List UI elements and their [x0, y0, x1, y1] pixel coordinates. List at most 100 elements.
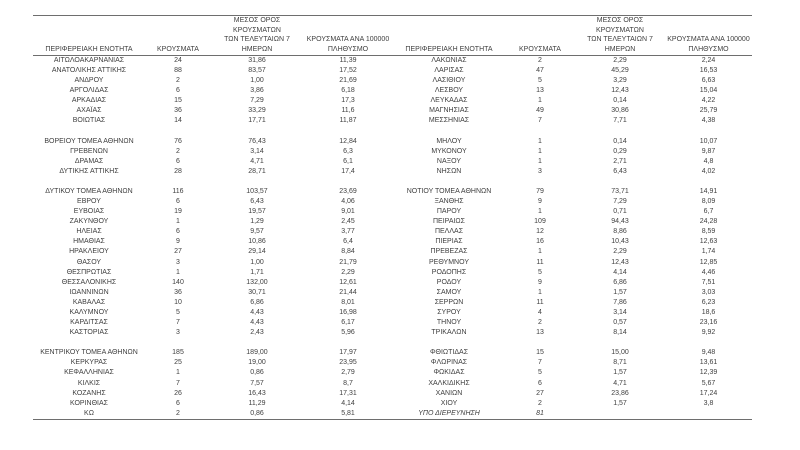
value-cell: 6,43 [250, 198, 264, 206]
value-cell: 0,14 [613, 137, 627, 145]
spacer-row [33, 338, 752, 348]
value-cell: 6,86 [250, 298, 264, 306]
value-cell: 19,00 [248, 359, 266, 367]
value-cell: 13 [536, 329, 544, 337]
value-cell: 23,16 [699, 319, 718, 327]
region-cell [393, 127, 505, 137]
value-cell: 2,29 [613, 248, 627, 256]
value-cell: 1,57 [613, 369, 627, 377]
value-cell: 16,53 [699, 67, 718, 75]
table-row: ΚΑΛΥΜΝΟΥ 5 4,43 16,98 ΣΥΡΟΥ 4 3,14 18,6 [33, 308, 752, 318]
region-cell: ΓΡΕΒΕΝΩΝ [70, 147, 108, 155]
value-cell: 11,39 [339, 57, 357, 64]
value-cell: 2 [176, 409, 180, 417]
region-cell: ΜΥΚΟΝΟΥ [431, 147, 467, 155]
value-cell [665, 409, 752, 419]
value-cell: 2 [538, 399, 542, 407]
header-avg7-right: ΜΕΣΟΣ ΟΡΟΣ ΚΡΟΥΣΜΑΤΩΝ ΤΩΝ ΤΕΛΕΥΤΑΙΩΝ 7 Η… [587, 17, 653, 53]
value-cell: 2 [176, 147, 180, 155]
region-cell: ΙΩΑΝΝΙΝΩΝ [69, 288, 109, 296]
value-cell: 28,71 [248, 167, 266, 175]
value-cell: 4,71 [613, 379, 627, 387]
value-cell: 10,07 [699, 137, 718, 145]
region-cell: ΖΑΚΥΝΘΟΥ [69, 218, 109, 226]
table-row: ΑΡΓΟΛΙΔΑΣ 6 3,86 6,18 ΛΕΣΒΟΥ 13 12,43 15,04 [33, 86, 752, 96]
value-cell: 12,63 [699, 238, 718, 246]
region-cell: ΠΡΕΒΕΖΑΣ [430, 248, 468, 256]
value-cell: 0,86 [250, 369, 264, 377]
value-cell: 4 [538, 308, 542, 316]
region-cell: ΑΝΑΤΟΛΙΚΗΣ ΑΤΤΙΚΗΣ [51, 67, 127, 75]
value-cell: 1 [176, 369, 180, 377]
value-cell: 2,29 [341, 268, 355, 276]
value-cell: 7 [538, 359, 542, 367]
value-cell: 4,71 [250, 157, 264, 165]
value-cell: 17,24 [699, 389, 718, 397]
value-cell: 10,86 [248, 238, 266, 246]
header-cases-right: ΚΡΟΥΣΜΑΤΑ [519, 45, 561, 53]
value-cell: 7,29 [250, 97, 264, 105]
region-cell: ΦΩΚΙΔΑΣ [433, 369, 465, 377]
header-per100k-left: ΚΡΟΥΣΜΑΤΑ ΑΝΑ 100000 ΠΛΗΘΥΣΜΟ [306, 36, 390, 53]
value-cell [575, 127, 665, 137]
region-cell: ΑΙΤΩΛΟΑΚΑΡΝΑΝΙΑΣ [53, 57, 125, 64]
value-cell: 5 [538, 77, 542, 85]
value-cell: 1,00 [250, 258, 264, 266]
value-cell: 185 [172, 349, 184, 357]
value-cell: 79 [536, 188, 544, 196]
value-cell: 4,8 [703, 157, 714, 165]
value-cell: 17,52 [339, 67, 357, 75]
value-cell: 140 [172, 278, 184, 286]
region-cell: ΕΒΡΟΥ [77, 198, 101, 206]
table-row: ΒΟΡΕΙΟΥ ΤΟΜΕΑ ΑΘΗΝΩΝ 76 76,43 12,84 ΜΗΛΟΥ 1 0,… [33, 137, 752, 147]
regional-cases-table: ΠΕΡΙΦΕΡΕΙΑΚΗ ΕΝΟΤΗΤΑ ΚΡΟΥΣΜΑΤΑ ΜΕΣΟΣ ΟΡΟ… [33, 15, 752, 420]
value-cell: 1 [538, 208, 542, 216]
table-row: ΑΙΤΩΛΟΑΚΑΡΝΑΝΙΑΣ 24 31,86 11,39 ΛΑΚΩΝΙΑΣ 2 2,2… [33, 56, 752, 66]
table-row: ΚΑΒΑΛΑΣ 10 6,86 8,01 ΣΕΡΡΩΝ 11 7,86 6,23 [33, 298, 752, 308]
value-cell: 7,51 [701, 278, 716, 286]
value-cell: 83,57 [248, 67, 266, 75]
region-cell: ΝΗΣΩΝ [436, 167, 462, 175]
value-cell [575, 177, 665, 187]
value-cell: 28 [174, 167, 182, 175]
value-cell: 3 [176, 329, 180, 337]
region-cell: ΝΟΤΙΟΥ ΤΟΜΕΑ ΑΘΗΝΩΝ [406, 188, 492, 196]
region-cell [33, 338, 145, 348]
value-cell: 21,44 [339, 288, 357, 296]
value-cell: 5 [176, 308, 180, 316]
value-cell [665, 338, 752, 348]
value-cell: 17,31 [339, 389, 357, 397]
region-cell: ΚΑΣΤΟΡΙΑΣ [69, 329, 109, 337]
value-cell: 6 [176, 87, 180, 95]
value-cell: 12,61 [339, 278, 357, 286]
value-cell: 25,79 [699, 107, 718, 115]
value-cell: 12 [536, 228, 544, 236]
value-cell: 12,84 [339, 137, 357, 145]
value-cell: 1 [538, 147, 542, 155]
value-cell: 3 [176, 258, 180, 266]
region-cell: ΚΕΦΑΛΛΗΝΙΑΣ [64, 369, 114, 377]
value-cell: 3,14 [250, 147, 264, 155]
value-cell: 4,43 [250, 319, 264, 327]
value-cell: 29,14 [248, 248, 266, 256]
region-cell: ΚΙΛΚΙΣ [77, 379, 101, 387]
table-row: ΚΩ 2 0,86 5,81 ΥΠΟ ΔΙΕΡΕΥΝΗΣΗ 81 [33, 409, 752, 419]
value-cell: 13 [536, 87, 544, 95]
value-cell [665, 177, 752, 187]
value-cell: 36 [174, 288, 182, 296]
value-cell: 15 [536, 349, 544, 357]
region-cell: ΕΥΒΟΙΑΣ [73, 208, 105, 216]
value-cell: 1 [176, 218, 180, 226]
region-cell: ΚΟΡΙΝΘΙΑΣ [70, 399, 108, 407]
region-cell: ΜΗΛΟΥ [436, 137, 462, 145]
value-cell: 6,86 [613, 278, 627, 286]
value-cell: 8,86 [613, 228, 627, 236]
value-cell: 2 [538, 319, 542, 327]
value-cell: 4,46 [701, 268, 716, 276]
value-cell: 88 [174, 67, 182, 75]
region-cell: ΦΘΙΩΤΙΔΑΣ [429, 349, 469, 357]
value-cell: 1 [538, 248, 542, 256]
region-cell: ΣΕΡΡΩΝ [434, 298, 464, 306]
table-row: ΚΟΖΑΝΗΣ 26 16,43 17,31 ΧΑΝΙΩΝ 27 23,86 17,24 [33, 389, 752, 399]
